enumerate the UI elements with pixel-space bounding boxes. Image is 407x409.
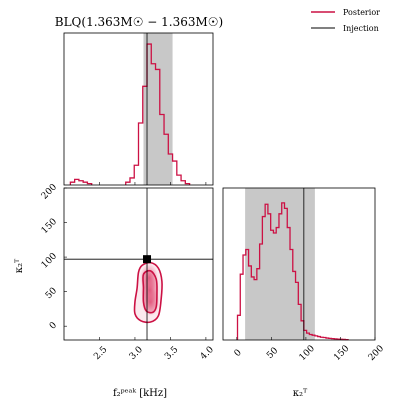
x-tick-label-f2-3: 4.0: [199, 345, 216, 362]
legend-posterior-label: Posterior: [343, 8, 380, 17]
x-tick-label-kappa-4: 200: [367, 344, 386, 363]
x-axis-label-kappa: κ₂ᵀ: [293, 388, 308, 399]
panel-kappa-marginal: 0 50 100 150 200: [222, 187, 386, 363]
y-tick-label-kappa-1: 50: [44, 286, 59, 301]
legend: Posterior Injection: [311, 8, 380, 33]
x-tick-label-kappa-1: 50: [265, 346, 280, 361]
y-tick-label-kappa-4: 200: [40, 182, 59, 201]
x-tick-label-kappa-2: 100: [298, 344, 317, 363]
chart-title: BLQ(1.363M☉ − 1.363M☉): [55, 15, 223, 29]
panel-joint-density: 2.5 3.0 3.5 4.0 0 50 100 150 200: [40, 182, 216, 362]
y-tick-label-kappa-2: 100: [40, 251, 59, 270]
x-tick-label-f2-1: 3.0: [128, 345, 145, 362]
x-axis-label-f2: f₂ᵖᵉᵃᵏ [kHz]: [113, 388, 167, 399]
histogram-f2: [69, 43, 191, 185]
x-tick-label-kappa-0: 0: [233, 348, 244, 359]
axes-frame-kappa: [222, 187, 376, 341]
x-tick-label-f2-0: 2.5: [92, 345, 109, 362]
y-tick-label-kappa-3: 150: [40, 217, 59, 236]
y-tick-label-kappa-0: 0: [48, 320, 59, 331]
credible-interval-f2: [143, 33, 173, 185]
legend-injection-label: Injection: [343, 24, 379, 33]
contour-inner: [142, 269, 158, 314]
axes-frame-f2: [63, 32, 214, 186]
histogram-kappa: [236, 202, 349, 341]
x-tick-label-kappa-3: 150: [332, 344, 351, 363]
x-tick-label-f2-2: 3.5: [163, 345, 180, 362]
credible-interval-kappa: [245, 188, 315, 340]
y-axis-label-kappa: κ₂ᵀ: [14, 258, 25, 273]
injection-point: [143, 255, 152, 264]
axes-frame-joint: [63, 187, 214, 341]
density-peak-2: [140, 263, 159, 292]
panel-f2-marginal: [63, 32, 214, 186]
